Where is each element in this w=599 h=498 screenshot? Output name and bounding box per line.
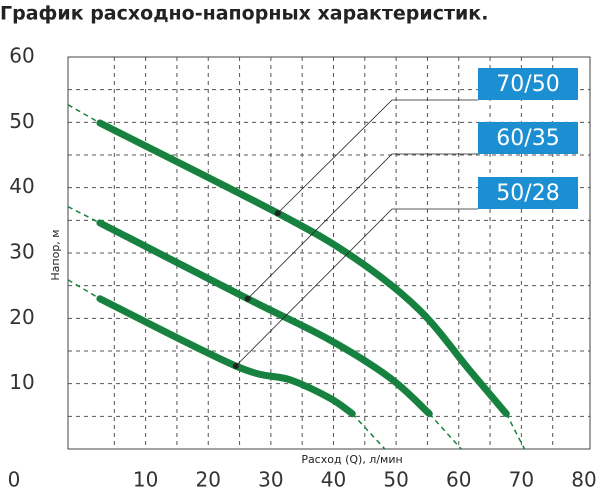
chart-title: График расходно-напорных характеристик. (0, 3, 488, 25)
curve (96, 295, 356, 418)
label-box (478, 177, 578, 209)
x-tick-label: 70 (509, 468, 534, 492)
leader-line (277, 99, 478, 214)
y-tick-label: 40 (9, 174, 34, 198)
dashed-curve (428, 413, 462, 449)
x-tick-label: 20 (196, 468, 221, 492)
y-tick-label: 30 (9, 240, 34, 264)
point-marker (274, 210, 281, 217)
dashed-curve (68, 205, 101, 224)
label-box (478, 68, 578, 100)
legend-label: 60/35 (496, 126, 559, 151)
curve (96, 219, 433, 418)
x-tick-label: 80 (571, 468, 596, 492)
x-tick-label: 50 (383, 468, 408, 492)
leader-line (235, 208, 478, 367)
plot-frame (67, 56, 591, 450)
dashed-curve (68, 104, 101, 124)
point-marker (232, 363, 239, 370)
dashed-curve (68, 279, 101, 300)
y-tick-label: 10 (9, 370, 34, 394)
dashed-curve (351, 413, 386, 449)
point-marker (244, 295, 251, 302)
x-axis-label: Расход (Q), л/мин (301, 453, 402, 466)
y-tick-label: 50 (9, 109, 34, 133)
x-tick-label: 10 (133, 468, 158, 492)
origin-label: 0 (8, 468, 21, 492)
label-box (478, 122, 578, 154)
x-tick-label: 40 (321, 468, 346, 492)
x-tick-label: 30 (258, 468, 283, 492)
x-tick-label: 60 (446, 468, 471, 492)
y-tick-label: 60 (9, 44, 34, 68)
dashed-curve (505, 413, 526, 449)
curve (96, 119, 510, 418)
leader-line (247, 153, 478, 300)
y-tick-label: 20 (9, 305, 34, 329)
legend-label: 50/28 (496, 181, 559, 206)
legend-label: 70/50 (496, 72, 559, 97)
y-axis-label: Напор, м (49, 229, 62, 280)
